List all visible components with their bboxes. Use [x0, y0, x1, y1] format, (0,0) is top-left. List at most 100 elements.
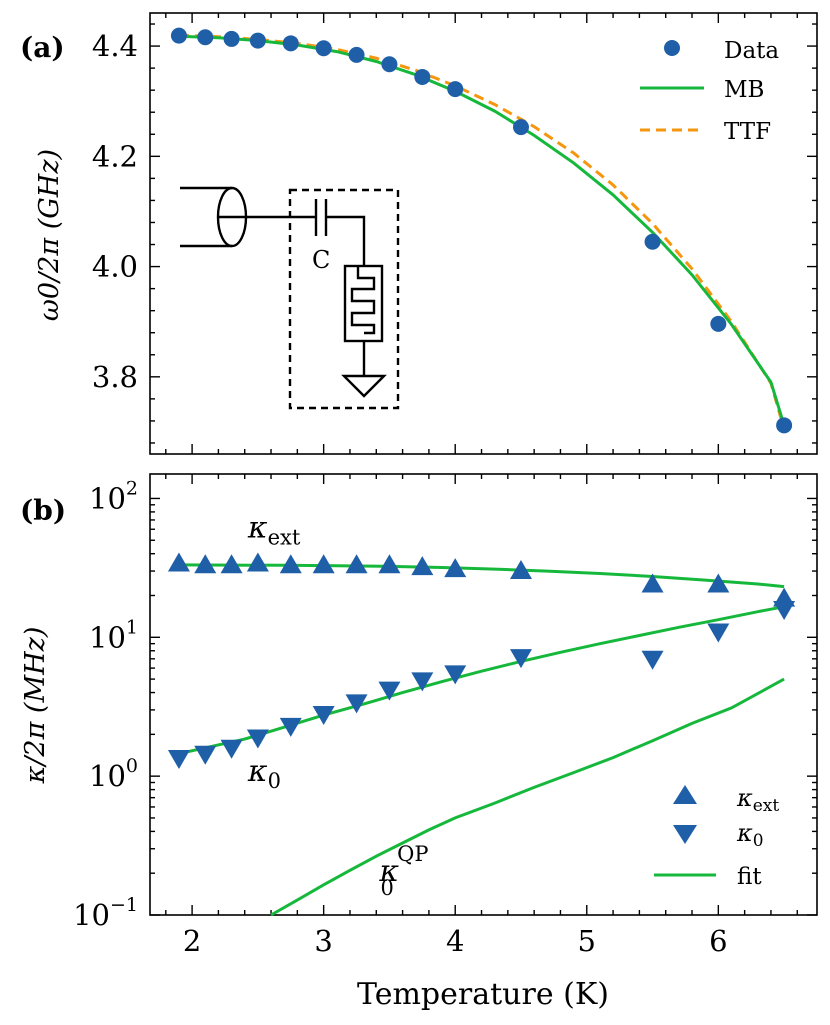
- legend-data-marker: [664, 40, 680, 56]
- y-tick-label: 3.8: [92, 360, 138, 394]
- x-axis-label: Temperature (K): [357, 977, 609, 1012]
- x-tick-label: 2: [183, 924, 201, 958]
- panel-a: 3.8 4.0 4.2 4.4 (a) ω0/2π (GHz) C Data MB: [20, 12, 818, 455]
- legend-data-label: Data: [724, 38, 779, 64]
- legend-k0-marker: [673, 825, 697, 844]
- y-tick-label: 10−1: [73, 894, 138, 932]
- legend-fit-label: fit: [737, 864, 762, 890]
- annotation-main: κ: [378, 854, 399, 889]
- panel-b-points: [167, 552, 796, 770]
- x-tick-label: 5: [578, 924, 596, 958]
- inset-dashed-box: [288, 188, 400, 410]
- k0-point: [312, 706, 335, 726]
- data-point: [348, 46, 365, 63]
- annotation-main: κ: [247, 510, 268, 545]
- data-point: [512, 119, 529, 136]
- series-ttf-line: [178, 33, 786, 430]
- legend-mb-label: MB: [724, 77, 764, 103]
- x-tick-label: 6: [709, 924, 727, 958]
- panel-a-label: (a): [20, 31, 65, 64]
- panel-b-xtick-labels: 2 3 4 5 6: [183, 924, 728, 958]
- x-tick-label: 4: [446, 924, 464, 958]
- k0-point: [707, 623, 730, 643]
- kext-point: [707, 573, 730, 593]
- panel-b-y-axis-label: κ/2π (MHz): [20, 627, 51, 785]
- fit-curve-2: [270, 677, 785, 917]
- legend-kext-marker: [673, 785, 697, 804]
- panel-b-legend: κext κ0 fit: [654, 784, 779, 890]
- legend-kext-main: κ: [736, 784, 753, 812]
- data-point: [170, 27, 187, 44]
- annotation-2: κQP 0: [378, 842, 428, 900]
- data-point: [381, 56, 398, 73]
- panel-b-frame: [149, 473, 818, 916]
- y-tick-label: 4.2: [92, 139, 138, 173]
- kext-point: [345, 554, 368, 574]
- kext-point: [444, 558, 467, 578]
- k0-point: [773, 600, 796, 620]
- panel-a-y-axis-label: ω0/2π (GHz): [34, 149, 65, 321]
- kext-point: [246, 552, 269, 572]
- annotation-main: κ: [247, 754, 268, 789]
- panel-a-lines: [178, 33, 786, 430]
- k0-point: [509, 649, 532, 669]
- y-tick-base: 10: [89, 481, 126, 515]
- data-point: [710, 315, 727, 332]
- series-mb-line: [178, 34, 786, 426]
- k0-point: [220, 739, 243, 759]
- data-point: [282, 35, 299, 52]
- ground-symbol: [341, 374, 387, 398]
- y-tick-label: 102: [89, 477, 138, 515]
- panel-a-legend: Data MB TTF: [640, 38, 779, 145]
- circuit-inset: [180, 186, 400, 410]
- y-tick-label: 4.0: [92, 250, 138, 284]
- panel-b-fit-lines: [178, 563, 785, 917]
- kext-point: [194, 554, 217, 574]
- annotation-1: κ0: [247, 754, 281, 793]
- data-point: [414, 68, 431, 85]
- panel-b-ticks: [150, 474, 817, 916]
- k0-point: [246, 729, 269, 749]
- kext-point: [167, 552, 190, 572]
- panel-a-points: [170, 27, 793, 434]
- capacitor-label: C: [312, 246, 330, 274]
- kext-point: [411, 556, 434, 576]
- panel-a-ytick-labels: 3.8 4.0 4.2 4.4: [92, 29, 138, 394]
- legend-ttf-label: TTF: [724, 119, 771, 145]
- capacitor-lead: [326, 215, 366, 266]
- y-tick-label: 101: [89, 616, 138, 654]
- meander-line: [350, 266, 376, 335]
- data-point: [315, 40, 332, 57]
- legend-kext-label: κext: [736, 784, 779, 816]
- k0-point: [279, 717, 302, 737]
- k0-point: [444, 665, 467, 685]
- y-tick-base: 10: [73, 898, 110, 932]
- kext-point: [220, 554, 243, 574]
- panel-a-ticks: [150, 13, 817, 454]
- data-point: [197, 29, 214, 46]
- legend-k0-main: κ: [736, 819, 753, 847]
- panel-a-frame: [149, 12, 818, 455]
- data-point: [223, 30, 240, 47]
- k0-point: [167, 750, 190, 770]
- annotation-sup: QP: [397, 842, 428, 866]
- panel-b-label: (b): [20, 494, 66, 527]
- y-tick-label: 100: [89, 755, 138, 793]
- y-tick-exponent: 0: [126, 755, 138, 777]
- legend-k0-sub: 0: [753, 831, 764, 851]
- data-point: [644, 233, 661, 250]
- k0-point: [378, 681, 401, 701]
- k0-point: [641, 650, 664, 670]
- legend-kext-sub: ext: [753, 796, 780, 816]
- y-tick-exponent: 1: [126, 616, 138, 638]
- kext-point: [312, 554, 335, 574]
- y-tick-label: 4.4: [92, 29, 138, 63]
- k0-point: [411, 672, 434, 692]
- y-tick-base: 10: [89, 759, 126, 793]
- data-point: [447, 81, 464, 98]
- annotation-sub: 0: [268, 769, 281, 793]
- data-point: [249, 32, 266, 49]
